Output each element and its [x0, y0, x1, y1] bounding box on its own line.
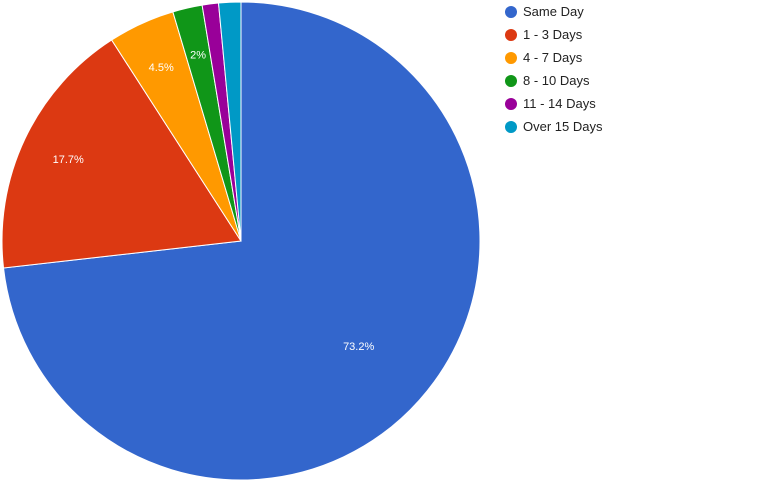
- legend-item-11-14-days[interactable]: 11 - 14 Days: [505, 92, 602, 115]
- legend-item-4-7-days[interactable]: 4 - 7 Days: [505, 46, 602, 69]
- legend-dot-icon: [505, 120, 517, 133]
- slice-value-label: 2%: [190, 50, 206, 62]
- legend-item-same-day[interactable]: Same Day: [505, 0, 602, 23]
- legend-item-1-3-days[interactable]: 1 - 3 Days: [505, 23, 602, 46]
- legend-dot-icon: [505, 28, 517, 41]
- legend-label: Same Day: [523, 4, 584, 19]
- legend-label: Over 15 Days: [523, 119, 603, 134]
- legend-label: 11 - 14 Days: [523, 96, 596, 111]
- pie-slice-1-3-days[interactable]: [1, 39, 242, 269]
- pie-chart: 73.2% 17.7% 4.5% 2%: [1, 1, 481, 481]
- legend-item-over-15-days[interactable]: Over 15 Days: [505, 115, 602, 138]
- legend-item-8-10-days[interactable]: 8 - 10 Days: [505, 69, 602, 92]
- slice-value-label: 73.2%: [343, 341, 374, 353]
- legend-dot-icon: [505, 74, 517, 87]
- legend-dot-icon: [505, 51, 517, 64]
- legend-dot-icon: [505, 5, 517, 18]
- slice-value-label: 17.7%: [53, 154, 84, 166]
- pie-slice-over-15-days[interactable]: [217, 1, 242, 242]
- legend-label: 4 - 7 Days: [523, 50, 583, 65]
- slice-value-label: 4.5%: [149, 62, 174, 74]
- pie-slice-same-day[interactable]: [2, 1, 481, 481]
- legend-label: 8 - 10 Days: [523, 73, 590, 88]
- legend: Same Day 1 - 3 Days 4 - 7 Days 8 - 10 Da…: [505, 0, 602, 138]
- legend-dot-icon: [505, 97, 517, 110]
- legend-label: 1 - 3 Days: [523, 27, 583, 42]
